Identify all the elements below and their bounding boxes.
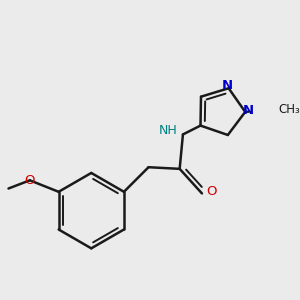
Text: CH₃: CH₃ xyxy=(278,103,300,116)
Text: O: O xyxy=(206,185,216,198)
Text: NH: NH xyxy=(159,124,178,137)
Text: N: N xyxy=(242,104,253,117)
Text: N: N xyxy=(221,79,233,92)
Text: O: O xyxy=(25,174,35,187)
